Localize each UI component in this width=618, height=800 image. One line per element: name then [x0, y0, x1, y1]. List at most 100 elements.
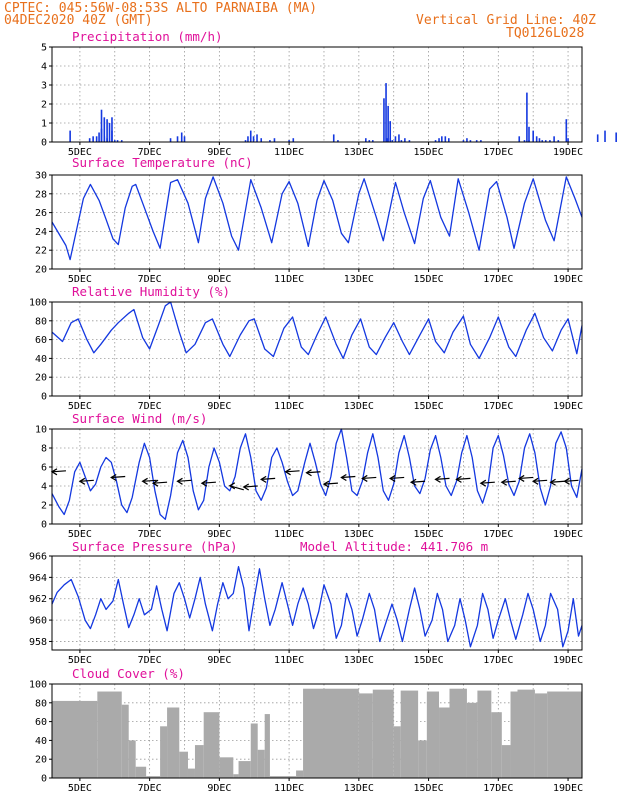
y-tick-label: 4	[41, 482, 47, 493]
precip-bar	[398, 134, 400, 142]
wind-arrow-head	[284, 468, 291, 476]
wind-arrow	[261, 477, 276, 480]
x-tick-label: 11DEC	[274, 147, 304, 158]
precip-bar	[475, 140, 478, 142]
y-tick-label: 1	[41, 119, 47, 130]
wind-arrow-head	[389, 474, 396, 482]
precip-bar	[557, 140, 560, 142]
y-tick-label: 6	[41, 463, 47, 474]
precip-bar	[337, 140, 339, 142]
y-tick-label: 22	[35, 246, 47, 257]
y-tick-label: 80	[35, 698, 47, 709]
temp-title: Surface Temperature (nC)	[72, 155, 253, 170]
x-tick-label: 17DEC	[483, 401, 513, 412]
precip-bar	[111, 117, 113, 142]
wind-arrow-head	[361, 474, 368, 482]
x-tick-label: 5DEC	[68, 529, 92, 540]
precip-bar	[541, 140, 544, 142]
wind-arrow	[323, 482, 338, 485]
precip-bar	[404, 138, 406, 142]
x-tick-label: 17DEC	[483, 783, 513, 794]
humidity-line	[51, 301, 583, 360]
precip-bar	[169, 138, 172, 142]
x-tick-label: 13DEC	[344, 401, 374, 412]
precip-bar	[480, 140, 482, 142]
y-tick-label: 20	[35, 265, 47, 276]
x-tick-label: 17DEC	[483, 147, 513, 158]
x-tick-label: 15DEC	[414, 147, 444, 158]
wind-arrow-head	[176, 477, 183, 485]
y-tick-label: 4	[41, 62, 47, 73]
precip-bar	[244, 140, 247, 142]
cloud-bar	[97, 691, 122, 778]
x-tick-label: 11DEC	[274, 529, 304, 540]
precip-bar	[383, 98, 385, 142]
y-tick-label: 958	[29, 637, 47, 648]
precip-bar	[252, 136, 255, 142]
y-tick-label: 100	[29, 298, 47, 309]
x-tick-label: 7DEC	[138, 274, 162, 285]
x-tick-label: 9DEC	[207, 274, 231, 285]
cloud-bar	[187, 768, 195, 778]
cloud-bar	[146, 776, 161, 778]
x-tick-label: 11DEC	[274, 274, 304, 285]
wind-arrow-head	[110, 473, 117, 482]
precip-bar	[526, 92, 528, 142]
wind-arrow-head	[242, 483, 250, 491]
y-tick-label: 964	[29, 573, 47, 584]
precip-bar	[120, 140, 123, 142]
cloud-bar	[167, 707, 180, 778]
wind-arrow-head	[200, 479, 208, 487]
wind-arrow	[456, 477, 471, 480]
x-tick-label: 7DEC	[138, 401, 162, 412]
wind-arrow	[533, 479, 548, 482]
cloud-bar	[517, 689, 535, 778]
precip-bar	[69, 130, 71, 142]
precip-bar	[116, 140, 119, 142]
precip-bar	[95, 136, 98, 142]
cloud-bar	[257, 749, 265, 778]
wind-title: Surface Wind (m/s)	[72, 411, 207, 426]
wind-panel: 0 2 4 6 8 10 5DEC 7DEC 9DEC 11DEC 13DEC 15DEC 17DEC 1…	[35, 425, 583, 541]
cloud-bar	[269, 776, 297, 778]
precip-bar	[247, 136, 249, 142]
precip-bar	[538, 138, 541, 142]
precip-bar	[389, 121, 392, 142]
precip-title: Precipitation (mm/h)	[72, 29, 223, 44]
cloud-bar	[194, 745, 204, 778]
x-tick-label: 9DEC	[207, 655, 231, 666]
wind-arrow	[51, 470, 66, 473]
precip-bar	[462, 140, 465, 142]
x-tick-label: 17DEC	[483, 655, 513, 666]
wind-arrow	[519, 476, 534, 480]
x-tick-label: 9DEC	[207, 147, 231, 158]
wind-arrow-head	[78, 477, 86, 485]
cloud-bar	[534, 693, 548, 778]
wind-arrow-head	[518, 474, 525, 482]
wind-arrow	[177, 479, 192, 482]
cloud-bar	[372, 689, 394, 778]
wind-arrow-head	[151, 479, 159, 487]
precip-panel: 0 1 2 3 4 5 5DEC 7DEC 9DEC 11DEC 13DEC 15DEC 17DEC 19…	[41, 43, 617, 158]
cloud-bar	[439, 707, 450, 778]
precip-bar	[528, 126, 530, 142]
x-tick-label: 15DEC	[414, 783, 444, 794]
wind-arrow-head	[549, 478, 556, 486]
wind-arrow-head	[500, 478, 508, 486]
wind-arrow	[564, 479, 579, 482]
x-tick-label: 19DEC	[553, 274, 583, 285]
x-tick-label: 19DEC	[553, 529, 583, 540]
header-grid-note: Vertical Grid Line: 40Z	[416, 13, 596, 28]
precip-bar	[544, 140, 547, 142]
x-tick-label: 9DEC	[207, 401, 231, 412]
y-tick-label: 3	[41, 81, 47, 92]
wind-arrow-head	[531, 477, 539, 485]
cloud-bar	[547, 691, 582, 778]
precip-bar	[448, 138, 450, 142]
y-tick-label: 20	[35, 755, 47, 766]
precip-bar	[113, 140, 116, 142]
header-code: TQ0126L028	[506, 26, 584, 41]
x-tick-label: 7DEC	[138, 529, 162, 540]
wind-arrow	[411, 480, 426, 483]
wind-arrow-head	[259, 475, 267, 483]
